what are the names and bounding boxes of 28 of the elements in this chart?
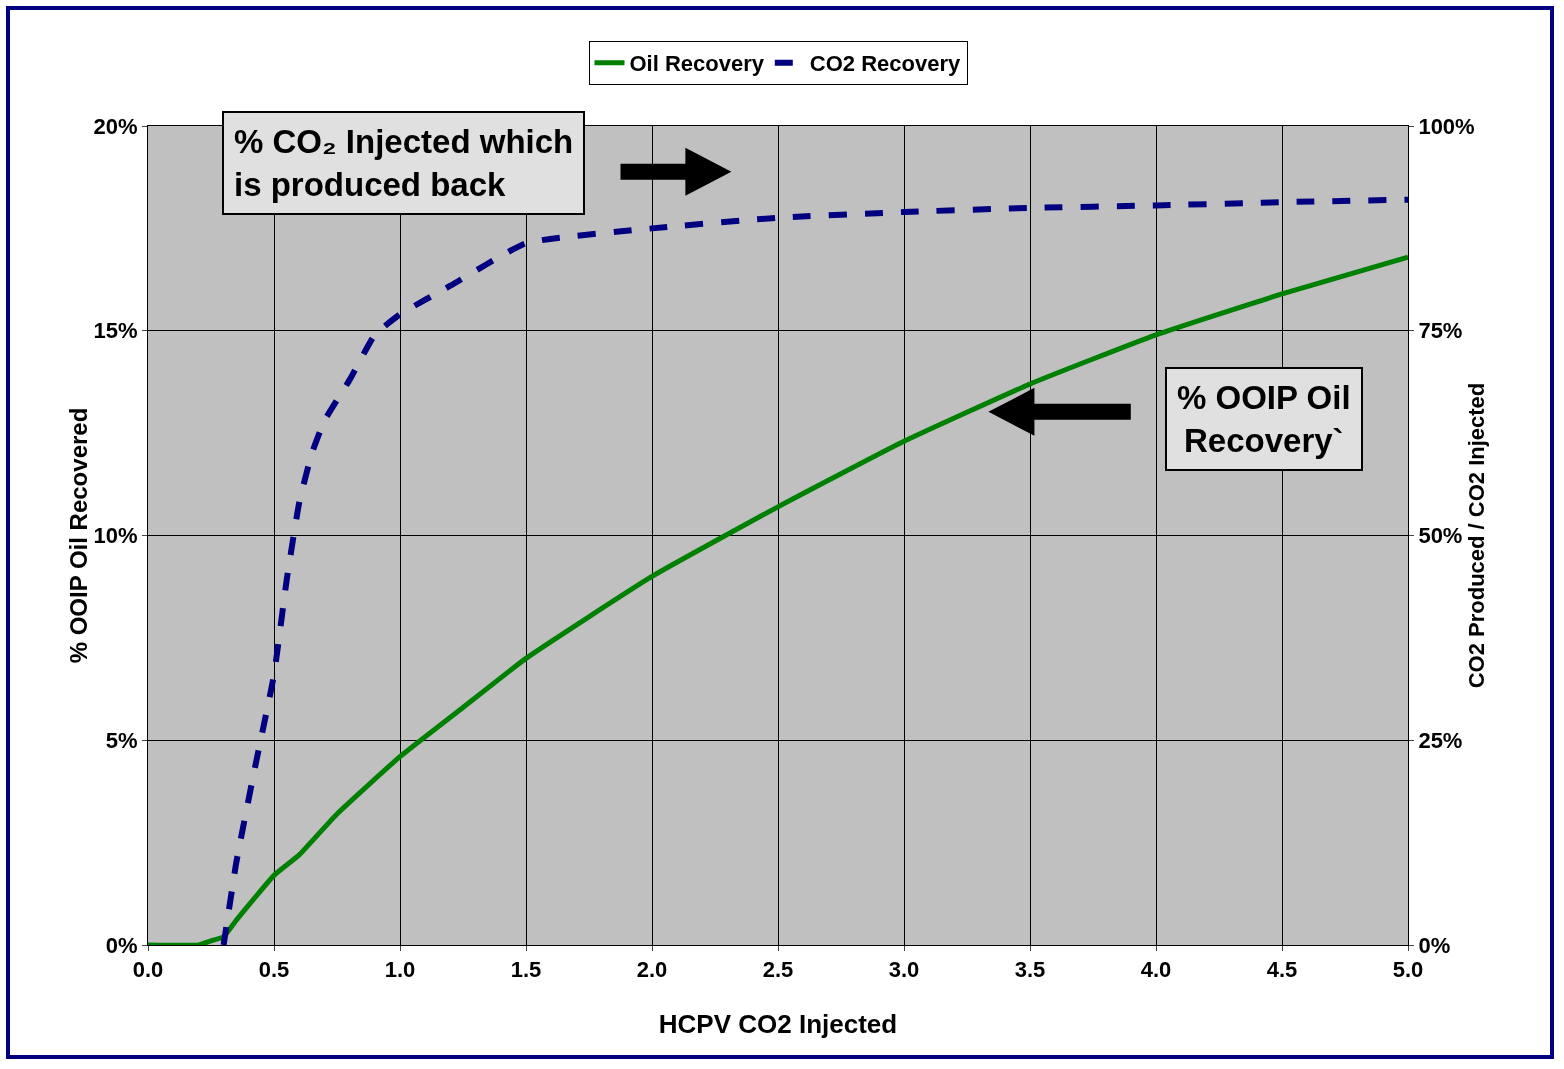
x-tick-label: 3.0: [888, 957, 920, 983]
y-tick-label: 20%: [93, 113, 138, 139]
x-tick-label: 4.5: [1266, 957, 1298, 983]
y-tick-label: 5%: [105, 727, 138, 753]
y2-tick-label: 75%: [1418, 318, 1463, 344]
legend-label: CO2 Recovery: [809, 51, 961, 77]
y-tick-label: 10%: [93, 523, 138, 549]
x-tick-label: 1.0: [384, 957, 416, 983]
y2-tick-label: 100%: [1418, 113, 1475, 139]
x-tick-label: 5.0: [1392, 957, 1424, 983]
x-tick-label: 4.0: [1140, 957, 1172, 983]
x-tick-label: 0.0: [132, 957, 164, 983]
x-tick-label: 2.0: [636, 957, 668, 983]
y-tick-label: 15%: [93, 318, 138, 344]
y-axis-title: % OOIP Oil Recovered: [64, 407, 92, 664]
y2-axis-title: CO2 Produced / CO2 Injected: [1464, 382, 1490, 689]
y-tick-label: 0%: [105, 932, 138, 958]
y2-tick-label: 0%: [1418, 932, 1451, 958]
x-tick-label: 0.5: [258, 957, 290, 983]
x-axis-title: HCPV CO2 Injected: [658, 1009, 898, 1039]
y2-tick-label: 50%: [1418, 523, 1463, 549]
x-tick-label: 3.5: [1014, 957, 1046, 983]
annotation: % CO₂ Injected which is produced back: [234, 123, 574, 203]
annotation: % OOIP Oil Recovery`: [1177, 379, 1351, 459]
x-tick-label: 2.5: [762, 957, 794, 983]
y2-tick-label: 25%: [1418, 727, 1463, 753]
legend-label: Oil Recovery: [629, 51, 765, 77]
x-tick-label: 1.5: [510, 957, 542, 983]
